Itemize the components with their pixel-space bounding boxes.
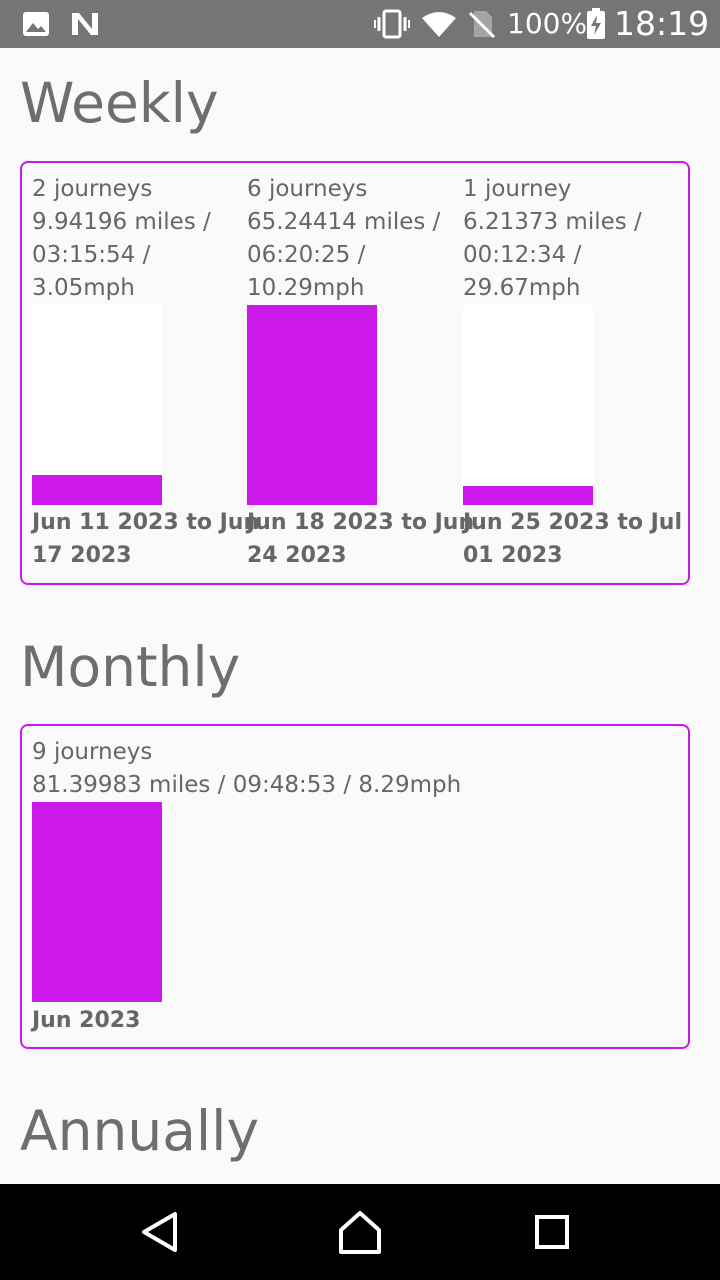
period-label-continued: 01 2023 [463, 543, 563, 568]
battery-charging-icon [587, 8, 605, 39]
period-label: Jun 11 2023 to Jun [32, 510, 260, 535]
distance: 65.24414 miles / [247, 209, 441, 235]
distance-bar [32, 802, 162, 1002]
distance-bar [463, 486, 593, 505]
navigation-bar [0, 1184, 720, 1280]
journey-count: 9 journeys [32, 739, 153, 765]
status-bar: 100% 18:19 [0, 0, 720, 48]
period-label-continued: 17 2023 [32, 543, 132, 568]
bar-track [463, 305, 593, 505]
home-icon[interactable] [332, 1204, 388, 1260]
recents-icon[interactable] [524, 1204, 580, 1260]
distance: 6.21373 miles / [463, 209, 642, 235]
distance-bar [247, 305, 377, 505]
duration: 00:12:34 / [463, 242, 582, 268]
weekly-heading: Weekly [20, 71, 219, 135]
distance: 9.94196 miles / [32, 209, 211, 235]
period-label-continued: 24 2023 [247, 543, 347, 568]
no-sim-icon [468, 11, 496, 39]
bar-track [32, 802, 162, 1002]
journey-summary: 81.39983 miles / 09:48:53 / 8.29mph [32, 772, 462, 798]
period-label: Jun 25 2023 to Jul [463, 510, 683, 535]
period-label: Jun 18 2023 to Jun [247, 510, 475, 535]
annually-heading: Annually [20, 1099, 260, 1163]
duration: 03:15:54 / [32, 242, 151, 268]
image-icon [23, 12, 49, 36]
duration: 06:20:25 / [247, 242, 366, 268]
clock: 18:19 [614, 4, 710, 43]
weekly-card: 2 journeys 9.94196 miles / 03:15:54 / 3.… [20, 161, 690, 585]
vibrate-icon [374, 9, 410, 39]
journey-count: 2 journeys [32, 176, 153, 202]
journey-count: 6 journeys [247, 176, 368, 202]
n-logo-icon [72, 13, 98, 35]
distance-bar [32, 475, 162, 505]
average-speed: 10.29mph [247, 275, 365, 301]
wifi-icon [422, 12, 456, 37]
monthly-heading: Monthly [20, 635, 241, 699]
battery-percentage: 100% [507, 7, 588, 40]
monthly-card: 9 journeys 81.39983 miles / 09:48:53 / 8… [20, 724, 690, 1049]
back-icon[interactable] [132, 1204, 188, 1260]
journey-count: 1 journey [463, 176, 572, 202]
bar-track [32, 305, 162, 505]
bar-track [247, 305, 377, 505]
average-speed: 3.05mph [32, 275, 135, 301]
average-speed: 29.67mph [463, 275, 581, 301]
period-label: Jun 2023 [32, 1008, 141, 1033]
